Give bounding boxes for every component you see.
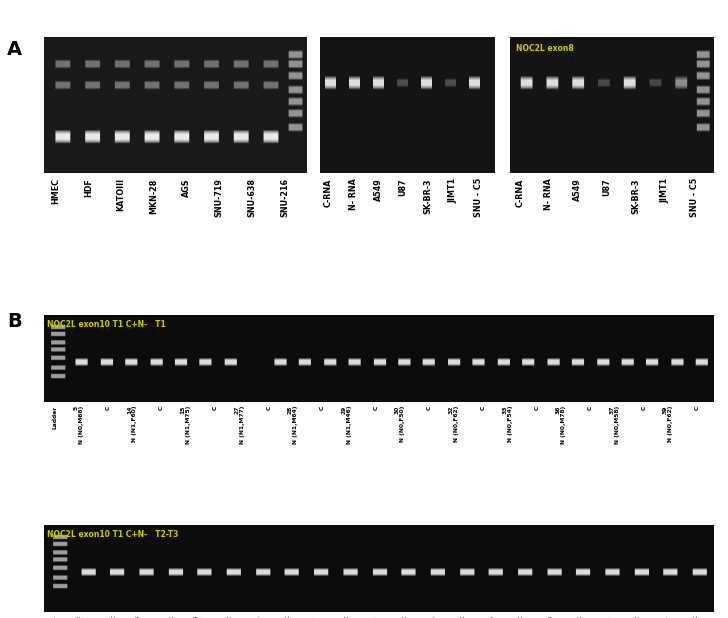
Text: C: C	[373, 406, 379, 410]
Text: C: C	[461, 616, 466, 618]
Text: HMEC: HMEC	[51, 178, 60, 204]
Text: C: C	[106, 406, 111, 410]
Text: 31
N (T2N1,F34): 31 N (T2N1,F34)	[485, 616, 495, 618]
Text: Ladder: Ladder	[53, 616, 58, 618]
Text: C: C	[427, 406, 432, 410]
Text: NOC2L exon10 T1 C+N-   T2-T3: NOC2L exon10 T1 C+N- T2-T3	[47, 530, 178, 540]
Text: 8
N (T2N0,M73): 8 N (T2N0,M73)	[194, 616, 204, 618]
Text: C-RNA: C-RNA	[324, 178, 333, 206]
Text: N- RNA: N- RNA	[349, 178, 357, 210]
Text: 39
N (N0,F62): 39 N (N0,F62)	[663, 406, 673, 442]
Text: C: C	[534, 406, 539, 410]
Text: 15
N (N1,M75): 15 N (N1,M75)	[181, 406, 191, 444]
Text: SNU-638: SNU-638	[248, 178, 257, 218]
Text: 32
N (N0,F62): 32 N (N0,F62)	[448, 406, 459, 442]
Text: 5
N (N0,M66): 5 N (N0,M66)	[74, 406, 84, 444]
Text: A: A	[7, 40, 23, 59]
Text: SNU - C5: SNU - C5	[473, 178, 483, 218]
Text: C: C	[403, 616, 408, 618]
Text: 27
N (N1,M77): 27 N (N1,M77)	[234, 406, 245, 444]
Text: 33
N (N0,F54): 33 N (N0,F54)	[502, 406, 513, 442]
Text: C: C	[170, 616, 175, 618]
Text: JIMT1: JIMT1	[661, 178, 670, 203]
Text: 2
N (T2N2,F76): 2 N (T2N2,F76)	[77, 616, 87, 618]
Text: N- RNA: N- RNA	[545, 178, 553, 210]
Text: 36
N (N0,M78): 36 N (N0,M78)	[555, 406, 566, 444]
Text: 35
N (T2N2,M74): 35 N (T2N2,M74)	[601, 616, 612, 618]
Text: SNU-719: SNU-719	[215, 178, 224, 217]
Text: C: C	[111, 616, 116, 618]
Text: C-RNA: C-RNA	[515, 178, 524, 206]
Text: C: C	[266, 406, 272, 410]
Text: MKN-28: MKN-28	[149, 178, 159, 214]
Text: C: C	[320, 406, 325, 410]
Text: U87: U87	[399, 178, 408, 196]
Text: SNU-216: SNU-216	[280, 178, 290, 218]
Text: 35
N (T3N1,M59): 35 N (T3N1,M59)	[660, 616, 670, 618]
Text: 3
N (T2N0,M53): 3 N (T2N0,M53)	[135, 616, 146, 618]
Text: JIMT1: JIMT1	[448, 178, 458, 203]
Text: C: C	[286, 616, 291, 618]
Text: SK-BR-3: SK-BR-3	[424, 178, 432, 214]
Text: 14
N (N1,F60): 14 N (N1,F60)	[127, 406, 138, 442]
Text: SK-BR-3: SK-BR-3	[632, 178, 641, 214]
Text: NOC2L exon8: NOC2L exon8	[515, 44, 574, 53]
Text: AGS: AGS	[182, 178, 191, 197]
Text: C: C	[228, 616, 233, 618]
Text: C: C	[213, 406, 218, 410]
Text: A549: A549	[373, 178, 383, 201]
Text: U87: U87	[603, 178, 612, 196]
Text: C: C	[519, 616, 524, 618]
Text: Ladder: Ladder	[52, 406, 57, 429]
Text: 16
N (T2N0,M67): 16 N (T2N0,M67)	[310, 616, 320, 618]
Text: C: C	[577, 616, 582, 618]
Text: A549: A549	[574, 178, 582, 201]
Text: HDF: HDF	[84, 178, 93, 197]
Text: C: C	[588, 406, 593, 410]
Text: B: B	[7, 312, 22, 331]
Text: C: C	[480, 406, 486, 410]
Text: C: C	[694, 616, 699, 618]
Text: 23
N (T2N1,M44): 23 N (T2N1,M44)	[427, 616, 437, 618]
Text: 28
N (N1,M64): 28 N (N1,M64)	[288, 406, 298, 444]
Text: C: C	[641, 406, 646, 410]
Text: 20
N (T2N3,M68): 20 N (T2N3,M68)	[368, 616, 379, 618]
Text: 30
N (N0,F50): 30 N (N0,F50)	[395, 406, 405, 442]
Text: SNU - C5: SNU - C5	[690, 178, 699, 218]
Text: NOC2L exon10 T1 C+N-   T1: NOC2L exon10 T1 C+N- T1	[47, 320, 166, 329]
Text: 37
N (N0,M58): 37 N (N0,M58)	[609, 406, 620, 444]
Text: 34
N (T3N3,F34): 34 N (T3N3,F34)	[543, 616, 553, 618]
Text: 13
N (T2N3,F49): 13 N (T2N3,F49)	[252, 616, 262, 618]
Text: KATOIII: KATOIII	[116, 178, 125, 211]
Text: C: C	[636, 616, 641, 618]
Text: C: C	[695, 406, 700, 410]
Text: C: C	[159, 406, 165, 410]
Text: C: C	[344, 616, 349, 618]
Text: 29
N (N1,M46): 29 N (N1,M46)	[341, 406, 352, 444]
